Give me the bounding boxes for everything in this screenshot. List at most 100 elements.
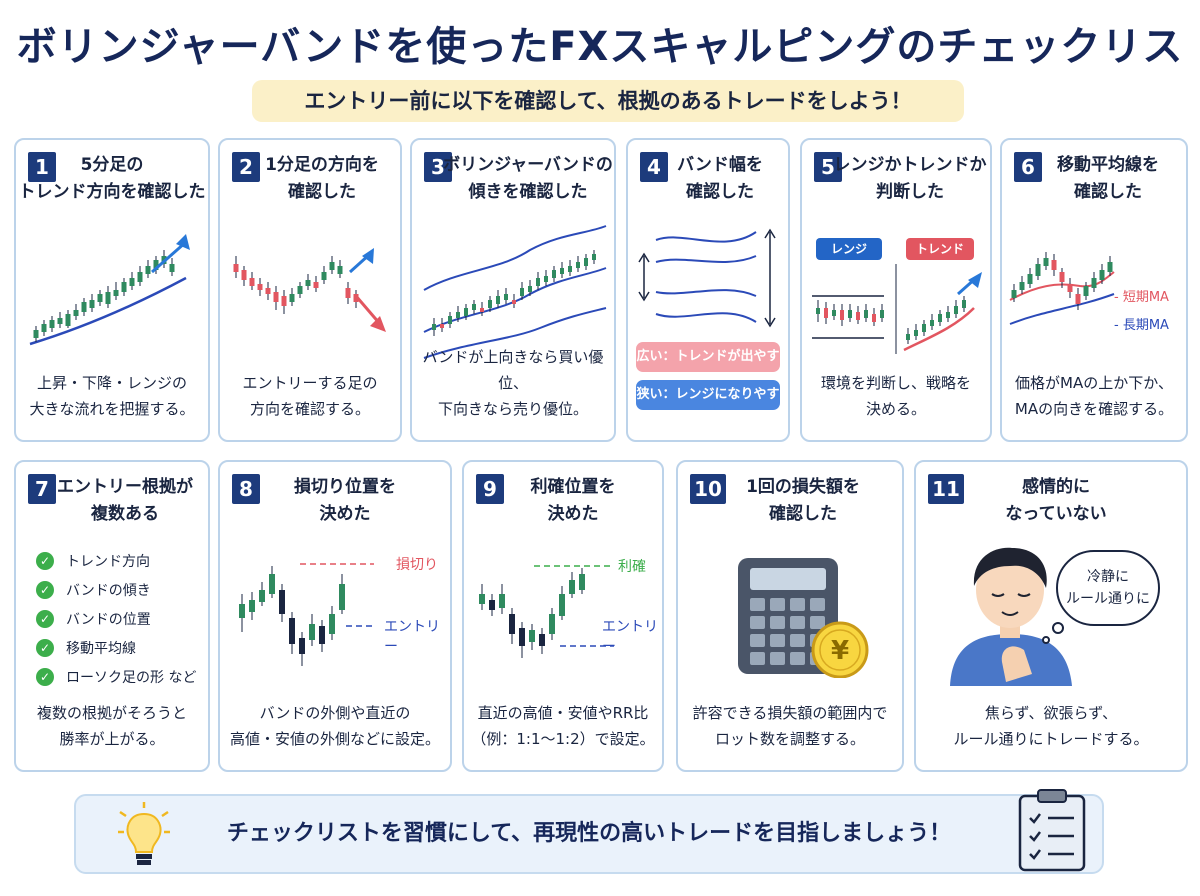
card-title: エントリー根拠が 複数ある — [57, 477, 193, 524]
long-ma-label: - 長期MA — [1114, 318, 1169, 333]
card-desc: 複数の根拠がそろうと 勝率が上がる。 — [36, 704, 187, 748]
candle-body — [41, 324, 47, 332]
card-title: ボリンジャーバンドの 傾きを確認した — [443, 155, 613, 202]
candle-body — [539, 634, 545, 646]
candle-body — [519, 628, 525, 646]
candle-body — [504, 294, 508, 300]
candle-body — [488, 300, 492, 308]
check-item: ✓ ローソク足の形 など — [36, 662, 196, 691]
candle-body — [249, 600, 255, 612]
candle-body — [121, 282, 127, 292]
candle-body — [499, 594, 505, 608]
check-icon: ✓ — [36, 667, 54, 686]
calc-key — [790, 634, 805, 647]
card-number: 3 — [424, 152, 452, 182]
calc-key — [750, 598, 765, 611]
take-profit-label: 利確 — [618, 559, 646, 575]
candle-body — [169, 264, 175, 272]
footer-banner: チェックリストを習慣にして、再現性の高いトレードを目指しましょう！ — [74, 789, 1104, 874]
candle-body — [840, 310, 844, 320]
candle-body — [864, 310, 868, 318]
candle-body — [568, 266, 572, 272]
candle-body — [512, 300, 516, 304]
candle-body — [559, 594, 565, 616]
candle-body — [81, 302, 87, 312]
candle-body — [97, 294, 103, 302]
candle-body — [592, 254, 596, 260]
candle-body — [1051, 260, 1057, 270]
candle-body — [576, 262, 580, 268]
candle-body — [824, 308, 828, 318]
candle-body — [297, 286, 303, 294]
yen-coin-icon: ¥ — [831, 636, 849, 666]
card-11: 11 感情的に なっていない 冷静に ルール通りに 焦らず、欲張らず、 ルール通りに… — [914, 460, 1188, 772]
candle-body — [544, 276, 548, 282]
card-desc: 環境を判断し、戦略を 決める。 — [820, 374, 971, 418]
card-title: 損切り位置を 決めた — [294, 477, 396, 524]
candle-body — [954, 306, 958, 314]
bubble-tail-dot — [1042, 636, 1050, 644]
candle-body — [129, 278, 135, 286]
candle-body — [448, 316, 452, 324]
candle-body — [496, 296, 500, 304]
candle-body — [289, 294, 295, 302]
check-icon: ✓ — [36, 638, 54, 657]
candle-body — [145, 266, 151, 274]
lightbulb-icon — [118, 802, 170, 865]
candle-body — [1083, 286, 1089, 296]
candle-body — [1059, 272, 1065, 282]
candle-body — [816, 308, 820, 314]
candle-body — [241, 270, 247, 280]
check-icon: ✓ — [36, 551, 54, 570]
card-number: 1 — [28, 152, 56, 182]
card-title: バンド幅を 確認した — [677, 155, 763, 202]
card-desc: 価格がMAの上か下か、 MAの向きを確認する。 — [1014, 374, 1174, 418]
candle-body — [464, 308, 468, 316]
candle-body — [265, 288, 271, 294]
short-ma-label: - 短期MA — [1114, 290, 1169, 305]
candle-body — [1099, 270, 1105, 280]
card-title: 1分足の方向を 確認した — [265, 155, 379, 202]
candle-body — [257, 284, 263, 290]
candle-body — [560, 268, 564, 274]
card-number: 11 — [928, 474, 964, 504]
candle-body — [1067, 284, 1073, 292]
calculator-icon: ¥ — [738, 558, 869, 678]
candle-body — [249, 278, 255, 286]
check-item: ✓ バンドの傾き — [36, 575, 196, 604]
footer-message: チェックリストを習慣にして、再現性の高いトレードを目指しましょう！ — [226, 821, 952, 846]
candle-body — [584, 258, 588, 266]
card-5: 5 レンジかトレンドか 判断した レンジ トレンド 環境を判断し、戦略を 決める。 — [800, 138, 992, 442]
clipboard-checklist-icon — [1018, 789, 1086, 872]
uptrend-chart-icon — [29, 234, 190, 346]
check-item: ✓ トレンド方向 — [36, 546, 196, 575]
candle-body — [549, 614, 555, 634]
candle-body — [569, 580, 575, 594]
candle-body — [472, 304, 476, 310]
card-desc: 直近の高値・安値やRR比 （例：1:1〜1:2）で設定。 — [471, 704, 655, 748]
stop-loss-icon — [239, 563, 374, 666]
calc-key — [810, 598, 825, 611]
candle-body — [880, 310, 884, 318]
check-item: ✓ 移動平均線 — [36, 633, 196, 662]
check-icon: ✓ — [36, 609, 54, 628]
candle-body — [65, 314, 71, 326]
candle-body — [137, 272, 143, 282]
candle-body — [946, 312, 950, 318]
calc-key — [770, 616, 785, 629]
candle-body — [153, 260, 159, 270]
candle-body — [273, 292, 279, 302]
card-desc: バンドの外側や直近の 高値・安値の外側などに設定。 — [229, 704, 440, 748]
candle-body — [319, 626, 325, 644]
calc-key — [770, 598, 785, 611]
candle-body — [33, 330, 39, 338]
narrow-band-pill: 狭い：レンジになりやすい — [636, 380, 780, 432]
candle-body — [1091, 278, 1097, 288]
candle-body — [329, 262, 335, 270]
candle-body — [432, 324, 436, 330]
page-subtitle: エントリー前に以下を確認して、根拠のあるトレードをしよう！ — [252, 80, 964, 122]
calc-key — [790, 616, 805, 629]
candle-body — [233, 264, 239, 272]
basis-checklist: ✓ トレンド方向 ✓ バンドの傾き ✓ バンドの位置 ✓ 移動平均線 ✓ ローソク足の形 … — [36, 546, 196, 691]
